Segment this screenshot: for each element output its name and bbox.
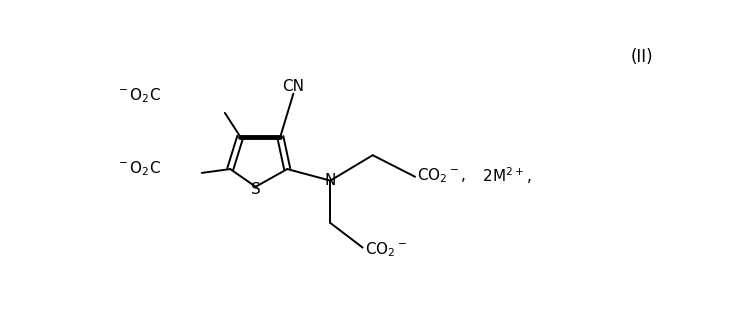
Text: CO$_2$$^-$,: CO$_2$$^-$, — [417, 166, 467, 184]
Text: 2M$^{2+}$,: 2M$^{2+}$, — [473, 165, 531, 186]
Text: (II): (II) — [631, 48, 654, 66]
Text: N: N — [324, 173, 336, 188]
Text: $^-$O$_2$C: $^-$O$_2$C — [116, 160, 161, 178]
Text: S: S — [251, 182, 261, 197]
Text: CN: CN — [282, 79, 304, 93]
Text: CO$_2$$^-$: CO$_2$$^-$ — [365, 240, 407, 259]
Text: $^-$O$_2$C: $^-$O$_2$C — [116, 86, 161, 105]
